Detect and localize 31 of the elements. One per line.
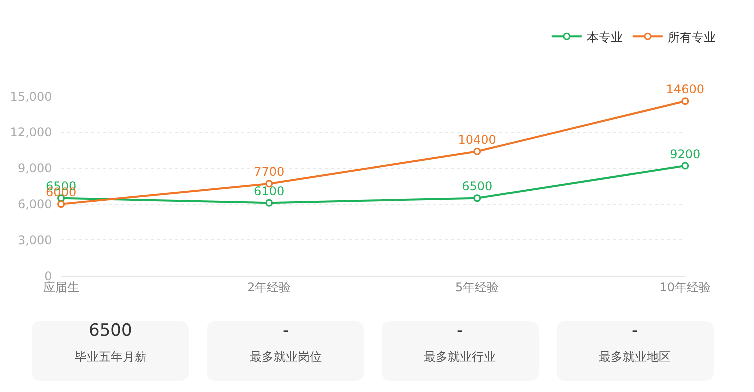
legend-label: 所有专业 — [668, 30, 716, 44]
point — [682, 98, 690, 106]
x-tick-label: 10年经验 — [660, 280, 712, 295]
y-tick-label: 12,000 — [10, 126, 52, 140]
data-label: 14600 — [666, 82, 704, 97]
point — [474, 148, 482, 156]
point — [474, 194, 482, 202]
text: 毕业五年月薪 — [75, 350, 147, 364]
y-tick-label: 15,000 — [10, 90, 52, 104]
data-label: 9200 — [670, 147, 701, 162]
point — [58, 200, 66, 208]
data-label: 10400 — [458, 132, 496, 147]
text: 6500 — [89, 321, 132, 341]
point — [266, 199, 274, 207]
x-tick-label: 2年经验 — [248, 280, 292, 295]
y-tick-label: 3,000 — [18, 233, 52, 248]
text: 最多就业地区 — [599, 350, 671, 364]
text: - — [457, 321, 464, 341]
text: 最多就业岗位 — [250, 350, 322, 364]
y-tick-label: 6,000 — [18, 198, 52, 212]
y-tick-label: 9,000 — [18, 162, 52, 176]
data-label: 6100 — [254, 184, 285, 198]
data-label: 7700 — [254, 165, 285, 180]
text: - — [283, 321, 290, 341]
point — [682, 162, 690, 170]
legend-label: 本专业 — [586, 30, 623, 44]
x-tick-label: 5年经验 — [456, 280, 500, 295]
x-tick-label: 应届生 — [43, 280, 80, 295]
data-label: 6500 — [462, 180, 493, 194]
text: 最多就业行业 — [424, 350, 496, 364]
text: - — [632, 321, 638, 341]
